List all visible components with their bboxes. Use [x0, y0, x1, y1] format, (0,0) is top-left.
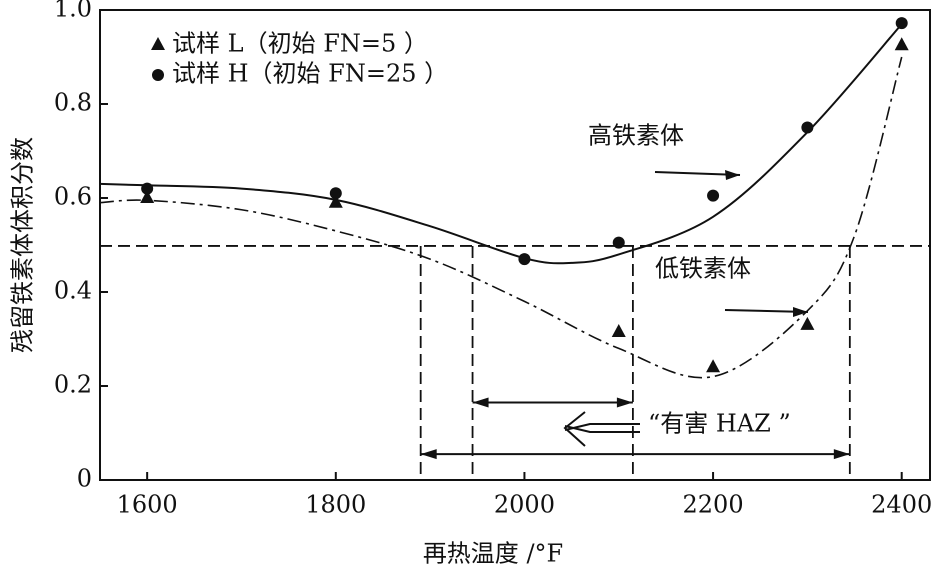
data-point — [894, 37, 909, 51]
y-axis-label: 残留铁素体体积分数 — [9, 137, 37, 353]
data-point — [800, 316, 815, 330]
fit-curve — [99, 56, 903, 379]
data-point — [612, 236, 625, 249]
y-tick-label: 0.4 — [54, 277, 92, 305]
legend-label: 试样 L（初始 FN=5 ） — [172, 30, 428, 58]
y-tick-label: 0.2 — [54, 371, 92, 399]
annotation: “有害 HAZ ” — [648, 410, 791, 438]
y-tick-label: 0.8 — [54, 89, 92, 117]
data-point — [518, 253, 531, 266]
legend-label: 试样 H（初始 FN=25 ） — [172, 60, 448, 88]
data-point — [140, 190, 155, 203]
data-point — [328, 194, 343, 208]
x-axis-label: 再热温度 /°F — [423, 540, 563, 568]
curve-pointer-head — [725, 170, 740, 180]
x-tick-label: 2200 — [683, 491, 744, 519]
data-point — [801, 121, 814, 134]
curve-label: 高铁素体 — [588, 122, 684, 150]
data-point — [141, 182, 154, 195]
legend-marker — [151, 37, 165, 50]
curve-label: 低铁素体 — [655, 255, 751, 283]
x-tick-label: 2000 — [494, 491, 555, 519]
data-point — [895, 17, 908, 30]
data-point — [611, 323, 626, 337]
x-tick-label: 2400 — [871, 491, 932, 519]
annotation-arrow — [563, 411, 640, 447]
plot-frame — [99, 9, 931, 481]
curve-pointer-head — [793, 307, 808, 317]
legend-marker — [152, 69, 164, 81]
y-tick-label: 1.0 — [54, 0, 92, 23]
y-tick-label: 0 — [77, 465, 92, 493]
data-point — [329, 187, 342, 200]
x-tick-label: 1600 — [117, 491, 178, 519]
data-point — [706, 359, 721, 373]
x-tick-label: 1800 — [305, 491, 366, 519]
y-tick-label: 0.6 — [54, 183, 92, 211]
data-point — [707, 189, 720, 202]
